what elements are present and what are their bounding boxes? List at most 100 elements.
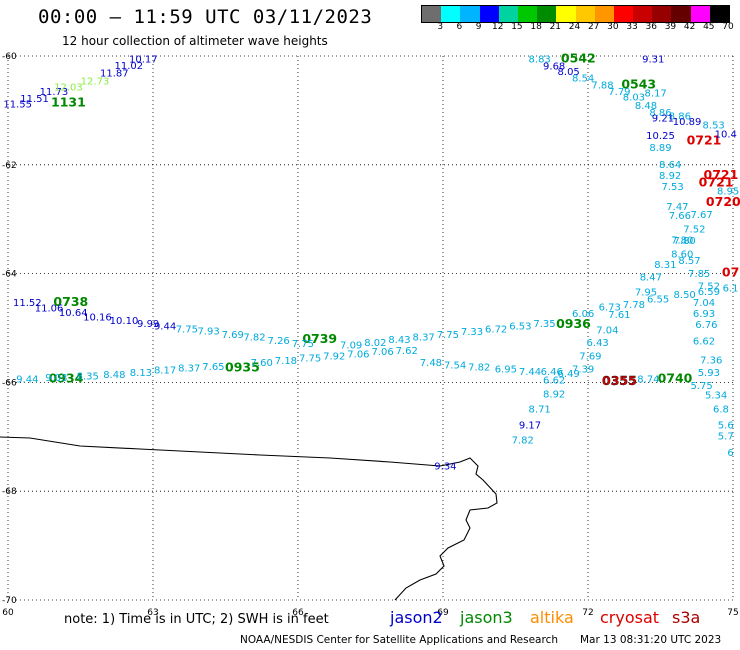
wave-height-label: 6.76 <box>695 320 717 331</box>
wave-height-label: 8.37 <box>178 364 200 375</box>
wave-height-label: 8.95 <box>717 187 739 198</box>
y-tick-label: -60 <box>2 52 17 62</box>
colorbar-label: 21 <box>549 22 562 32</box>
wave-height-label: 6.93 <box>693 309 715 320</box>
wave-height-label: 6.46 <box>541 367 563 378</box>
colorbar <box>421 5 730 23</box>
colorbar-label: 27 <box>587 22 600 32</box>
colorbar-swatch <box>422 6 442 22</box>
wave-height-label: 7.82 <box>512 435 534 446</box>
wave-height-label: 7.35 <box>533 319 555 330</box>
colorbar-label: 33 <box>626 22 638 32</box>
colorbar-label: 36 <box>645 22 657 32</box>
wave-height-label: 7.06 <box>347 349 369 360</box>
wave-height-label: 7.75 <box>299 354 321 365</box>
data-labels: 11.5511.5111.73113112.0312.7311.8711.021… <box>3 51 740 473</box>
wave-height-label: 7.62 <box>396 346 418 357</box>
wave-height-label: 11.51 <box>20 94 49 105</box>
wave-height-label: 7.44 <box>519 367 541 378</box>
colorbar-swatch <box>613 6 634 22</box>
wave-height-label: 8.86 <box>649 108 671 119</box>
colorbar-swatch <box>652 6 672 22</box>
wave-height-label: 5.34 <box>705 391 727 402</box>
wave-height-label: 8.60 <box>671 249 693 260</box>
y-tick-label: -64 <box>2 270 17 280</box>
wave-height-label: 7.04 <box>596 325 618 336</box>
wave-height-label: 7.79 <box>608 87 630 98</box>
wave-height-label: 8.47 <box>640 273 662 284</box>
time-label: 0543 <box>621 77 656 92</box>
x-tick-label: 63 <box>147 608 158 618</box>
wave-height-label: 6.59 <box>698 287 720 298</box>
y-tick-label: -66 <box>2 378 17 388</box>
wave-height-label: 6.53 <box>509 322 531 333</box>
wave-height-label: 7.85 <box>688 269 710 280</box>
time-label: 0740 <box>658 370 693 385</box>
wave-height-label: 8.48 <box>635 101 657 112</box>
wave-height-label: 7.09 <box>340 341 362 352</box>
wave-height-label: 8.83 <box>529 55 551 66</box>
x-tick-label: 72 <box>582 608 593 618</box>
wave-height-label: 5.75 <box>690 381 712 392</box>
colorbar-swatch <box>441 6 461 22</box>
wave-height-label: 7.80 <box>674 236 696 247</box>
wave-height-label: 6.49 <box>558 369 580 380</box>
time-label: 0355 <box>602 373 637 388</box>
wave-height-label: 6.06 <box>572 309 594 320</box>
wave-height-label: 10.25 <box>646 131 675 142</box>
axis-ticks: 60 63 66 69 72 75 -60 -62 -64 -66 -68 -70 <box>2 52 739 618</box>
colorbar-swatch <box>479 6 499 22</box>
time-label: 0738 <box>53 294 88 309</box>
time-label: 1131 <box>51 95 86 110</box>
time-label: 0935 <box>225 360 260 375</box>
colorbar-swatch <box>633 6 653 22</box>
wave-height-label: 5.7 <box>718 432 734 443</box>
wave-height-label: 8.05 <box>558 67 580 78</box>
colorbar-label: 70 <box>722 22 734 32</box>
wave-height-label: 7.48 <box>420 358 442 369</box>
coastline-path <box>0 436 498 601</box>
wave-height-label: 12.73 <box>81 76 110 87</box>
y-tick-label: -68 <box>2 487 17 497</box>
x-tick-label: 75 <box>727 608 738 618</box>
wave-height-label: 7.95 <box>635 287 657 298</box>
wave-height-label: 6.72 <box>485 324 507 335</box>
wave-height-label: 7.60 <box>251 358 273 369</box>
chart-title: 00:00 – 11:59 UTC 03/11/2023 <box>38 6 373 28</box>
wave-height-label: 5.6 <box>718 421 734 432</box>
colorbar-label: 18 <box>530 22 542 32</box>
time-label: 0934 <box>49 370 84 385</box>
wave-height-label: 8.64 <box>659 160 681 171</box>
wave-height-label: 7.26 <box>268 336 290 347</box>
coastline <box>0 436 498 601</box>
wave-height-label: 7.88 <box>591 81 613 92</box>
wave-height-label: 7.66 <box>669 211 691 222</box>
wave-height-label: 9.21 <box>652 113 674 124</box>
wave-height-label: 8.89 <box>649 143 671 154</box>
x-tick-label: 60 <box>2 608 14 618</box>
wave-height-label: 7.61 <box>608 310 630 321</box>
colorbar-swatch <box>671 6 691 22</box>
colorbar-swatch <box>460 6 480 22</box>
wave-height-label: 7.33 <box>461 327 483 338</box>
colorbar-swatch <box>537 6 557 22</box>
wave-height-label: 6.43 <box>587 338 609 349</box>
wave-height-label: 9.99 <box>137 319 159 330</box>
wave-height-label: 8.92 <box>543 390 565 401</box>
wave-height-label: 7.75 <box>176 324 198 335</box>
x-tick-label: 69 <box>437 608 449 618</box>
wave-height-label: 7.04 <box>693 298 715 309</box>
wave-height-label: 8.35 <box>77 372 99 383</box>
wave-height-label: 9.34 <box>434 461 456 472</box>
wave-height-label: 5.93 <box>698 368 720 379</box>
wave-height-label: 9.44 <box>16 374 38 385</box>
satellite-altika: altika <box>530 608 574 627</box>
colorbar-swatch <box>575 6 595 22</box>
wave-height-label: 8.02 <box>364 338 386 349</box>
wave-height-label: 10.17 <box>129 55 158 66</box>
wave-height-label: 7.82 <box>468 362 490 373</box>
y-tick-label: -70 <box>2 596 17 606</box>
wave-height-label: 8.13 <box>130 368 152 379</box>
wave-height-label: 7.75 <box>437 330 459 341</box>
